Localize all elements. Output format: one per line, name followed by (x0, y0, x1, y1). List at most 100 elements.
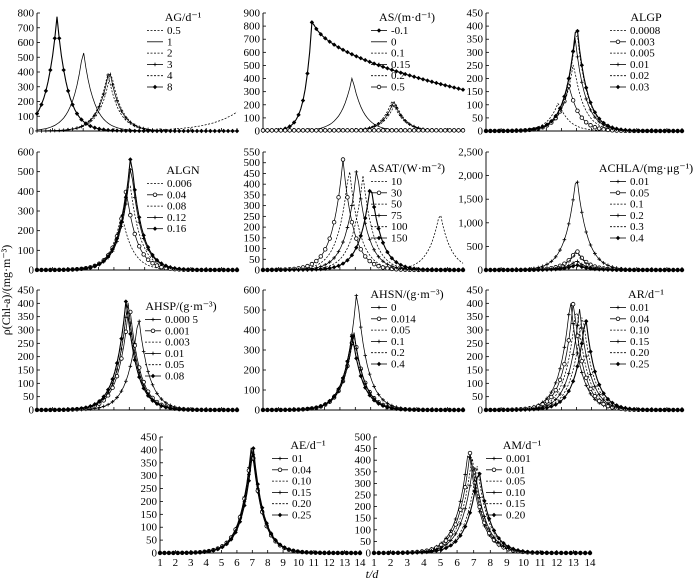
legend-label: 0.08 (167, 201, 187, 213)
legend-entry: 0.10 (272, 476, 312, 488)
legend-label: 0.25 (630, 359, 650, 371)
legend-label: 0.01 (630, 59, 649, 71)
y-tick-label: 50 (23, 391, 35, 403)
y-tick-label: 550 (244, 147, 261, 159)
chart-title: ALGN (166, 163, 200, 177)
legend-label: 0.15 (391, 59, 411, 71)
y-tick-label: 300 (244, 345, 261, 357)
y-tick-label: 0 (29, 126, 35, 138)
y-tick-label: 350 (467, 34, 484, 46)
y-tick-label: 600 (244, 47, 261, 59)
legend-label: 0.05 (165, 359, 185, 371)
legend-label: 0.10 (630, 325, 650, 337)
y-tick-label: 700 (18, 22, 35, 34)
y-tick-label: 350 (355, 466, 372, 478)
legend-label: 0.5 (391, 82, 405, 94)
y-tick-label: 0 (152, 548, 158, 560)
series-line (371, 450, 593, 556)
series-line (260, 20, 466, 134)
y-tick-label: 2,000 (458, 170, 483, 182)
y-tick-label: 1,500 (458, 194, 483, 206)
y-tick-label: 900 (244, 8, 261, 20)
legend-label: 0 (391, 302, 397, 314)
legend-label: 0.15 (630, 336, 650, 348)
series-line (37, 111, 238, 132)
y-tick-label: 100 (244, 385, 261, 397)
x-tick-label: 3 (404, 557, 410, 569)
legend-label: 0.04 (292, 464, 312, 476)
series-line (157, 451, 363, 556)
legend-label: 0.001 (506, 453, 531, 465)
y-tick-label: 100 (467, 99, 484, 111)
y-tick-label: 50 (249, 254, 261, 266)
legend-entry: 0.3 (610, 221, 644, 233)
y-tick-label: 500 (355, 432, 372, 444)
legend-entry: 0.2 (371, 347, 405, 359)
y-tick-label: 400 (18, 298, 35, 310)
y-tick-label: 0 (478, 265, 484, 277)
y-tick-label: 300 (18, 81, 35, 93)
legend-label: 0.02 (630, 70, 649, 82)
legend-entry: 0.5 (147, 25, 181, 37)
y-tick-label: 300 (467, 325, 484, 337)
legend-entry: 3 (147, 59, 173, 71)
legend-entry: 0.05 (610, 187, 650, 199)
legend-entry: 0 (371, 302, 397, 314)
x-tick-label: 12 (324, 557, 335, 569)
legend-label: 0.05 (506, 476, 526, 488)
y-tick-label: 50 (146, 535, 158, 547)
legend-label: 0.5 (167, 25, 181, 37)
x-tick-label: 9 (504, 557, 510, 569)
series-line (37, 213, 237, 271)
legend-entry: 0.014 (371, 313, 416, 325)
legend-entry: 0.01 (610, 176, 649, 188)
legend-entry: 0.16 (147, 223, 187, 235)
y-tick-label: 100 (141, 522, 158, 534)
series-line (263, 171, 463, 271)
series-line (34, 299, 240, 413)
legend-entry: 8 (147, 82, 173, 94)
legend-entry: 0.2 (610, 210, 644, 222)
legend-label: 150 (391, 233, 408, 245)
series-line (37, 72, 237, 132)
y-tick-label: 350 (467, 311, 484, 323)
series-line (37, 185, 237, 271)
x-tick-label: 5 (438, 557, 444, 569)
axis-line (262, 290, 463, 411)
axis-line (262, 13, 463, 132)
legend-label: 10 (391, 176, 403, 188)
y-tick-label: 300 (141, 470, 158, 482)
legend-label: 0.20 (292, 498, 312, 510)
legend-entry: 0.20 (486, 510, 526, 522)
series-line (260, 188, 466, 273)
x-tick-label: 4 (421, 557, 427, 569)
y-tick-label: 500 (244, 305, 261, 317)
chart-title: AG/d⁻¹ (165, 10, 202, 24)
x-tick-label: 14 (355, 557, 367, 569)
y-tick-label: 400 (244, 179, 261, 191)
legend-entry: 0.2 (371, 70, 405, 82)
y-tick-label: 200 (244, 365, 261, 377)
legend-label: 0.0008 (630, 25, 661, 37)
y-tick-label: 100 (18, 245, 35, 257)
legend-label: 50 (391, 199, 403, 211)
x-tick-label: 2 (388, 557, 394, 569)
y-tick-label: 0 (366, 548, 372, 560)
x-tick-label: 2 (173, 557, 179, 569)
legend-entry: 0.1 (371, 336, 405, 348)
legend-entry: 0.12 (147, 212, 186, 224)
series-line (260, 128, 466, 133)
y-tick-label: 700 (244, 34, 261, 46)
y-tick-label: 300 (244, 200, 261, 212)
chart-panel: 0 100 200 300 400 500 600 ALGN0.0060.040.080.12… (18, 147, 240, 277)
legend-label: 0.15 (506, 498, 526, 510)
y-tick-label: 500 (467, 241, 484, 253)
y-tick-label: 500 (244, 157, 261, 169)
legend-label: 0.1 (391, 336, 405, 348)
y-tick-label: 0 (478, 405, 484, 417)
y-tick-label: 400 (141, 444, 158, 456)
legend-label: 30 (391, 187, 403, 199)
